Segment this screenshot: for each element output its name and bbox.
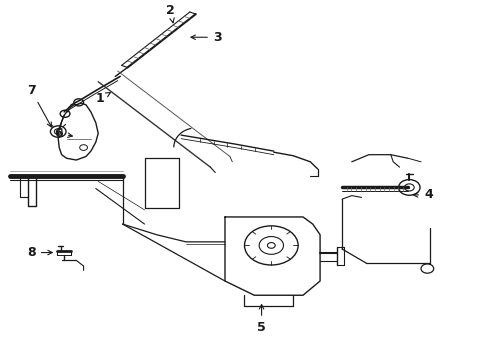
Text: 1: 1 (96, 92, 110, 105)
Text: 5: 5 (257, 305, 265, 334)
Text: 2: 2 (165, 4, 174, 23)
Text: 4: 4 (412, 188, 432, 201)
Text: 3: 3 (191, 31, 221, 44)
Text: 8: 8 (27, 246, 52, 259)
Text: 6: 6 (54, 127, 72, 140)
Text: 7: 7 (27, 84, 51, 127)
